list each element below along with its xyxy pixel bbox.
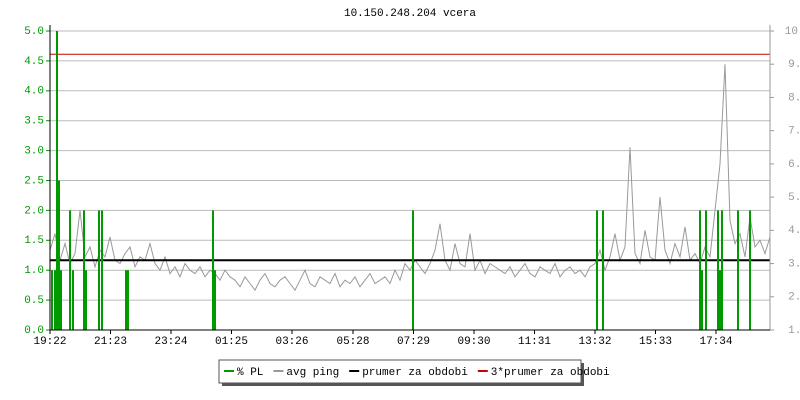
- x-tick-label: 17:34: [699, 336, 732, 348]
- x-tick-label: 03:26: [275, 336, 308, 348]
- y-tick-label: 2.0: [24, 205, 44, 217]
- legend-label: prumer za obdobi: [362, 367, 468, 379]
- y-tick-label: 2.5: [24, 175, 44, 187]
- x-tick-label: 11:31: [518, 336, 551, 348]
- y2-tick-label: 7.0: [788, 126, 800, 138]
- y2-tick-label: 4.0: [788, 225, 800, 237]
- x-tick-label: 01:25: [215, 336, 248, 348]
- y2-tick-label: 5.0: [788, 192, 800, 204]
- y-tick-label: 1.5: [24, 235, 44, 247]
- x-tick-label: 15:33: [639, 336, 672, 348]
- legend-label: avg ping: [286, 367, 339, 379]
- y2-tick-label: 10.0: [785, 26, 800, 38]
- y-tick-label: 3.0: [24, 146, 44, 158]
- x-tick-label: 07:29: [397, 336, 430, 348]
- x-tick-label: 21:23: [94, 336, 127, 348]
- y2-tick-label: 1.0: [788, 325, 800, 337]
- x-tick-label: 09:30: [457, 336, 490, 348]
- x-tick-label: 23:24: [154, 336, 187, 348]
- ping-line: [49, 64, 771, 292]
- y2-tick-label: 6.0: [788, 159, 800, 171]
- x-tick-label: 19:22: [33, 336, 66, 348]
- x-tick-label: 05:28: [336, 336, 369, 348]
- y2-tick-label: 8.0: [788, 92, 800, 104]
- y-tick-label: 0.0: [24, 325, 44, 337]
- y-tick-label: 4.5: [24, 56, 44, 68]
- legend-box: [218, 359, 582, 384]
- y2-tick-label: 2.0: [788, 292, 800, 304]
- legend-label: % PL: [237, 367, 263, 379]
- x-tick-label: 13:32: [578, 336, 611, 348]
- y-tick-label: 0.5: [24, 295, 44, 307]
- y2-tick-label: 3.0: [788, 258, 800, 270]
- y-tick-label: 4.0: [24, 86, 44, 98]
- y2-tick-label: 9.0: [788, 59, 800, 71]
- chart-title: 10.150.248.204 vcera: [344, 8, 476, 20]
- legend-label: 3*prumer za obdobi: [491, 367, 610, 379]
- y-tick-label: 5.0: [24, 26, 44, 38]
- y-tick-label: 1.0: [24, 265, 44, 277]
- y-tick-label: 3.5: [24, 116, 44, 128]
